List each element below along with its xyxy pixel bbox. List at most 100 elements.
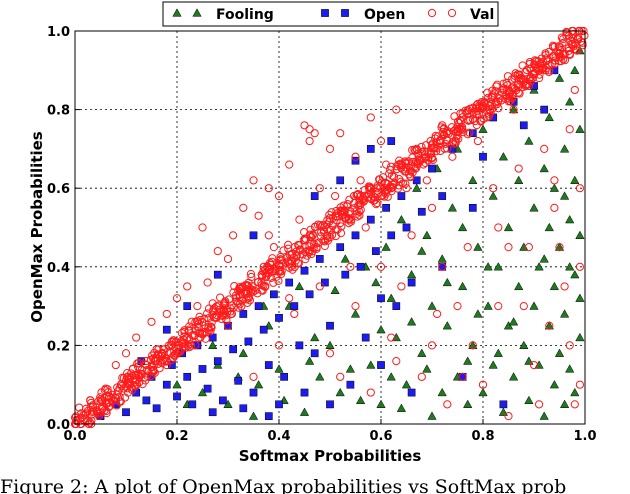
val-band-point: [495, 94, 504, 103]
open-point: [280, 372, 288, 381]
fooling-point: [539, 254, 549, 263]
val-band-point: [526, 77, 535, 86]
val-point: [264, 231, 273, 240]
val-point: [550, 176, 559, 185]
legend-marker-open: [341, 9, 349, 17]
legend-marker-val: [447, 8, 457, 18]
val-band-point: [143, 371, 152, 380]
open-point: [213, 270, 222, 279]
val-band-point: [517, 74, 526, 83]
val-band-point: [295, 241, 304, 250]
val-point: [315, 282, 324, 291]
val-band-point: [141, 376, 150, 385]
fooling-point: [570, 65, 580, 74]
open-point: [173, 392, 181, 401]
open-point: [264, 361, 273, 369]
val-band-point: [277, 269, 286, 279]
val-band-point: [235, 283, 244, 292]
val-band-point: [506, 96, 515, 106]
val-band-point: [364, 182, 373, 191]
val-band-point: [227, 309, 236, 318]
val-band-point: [551, 56, 560, 65]
val-point: [269, 243, 278, 252]
legend-markers: [172, 8, 457, 18]
val-band-point: [508, 92, 517, 101]
fooling-point: [248, 411, 259, 420]
val-band-point: [100, 393, 109, 403]
val-band-point: [230, 281, 239, 291]
fooling-point: [457, 281, 468, 291]
val-point: [249, 176, 258, 185]
val-point: [433, 309, 442, 319]
val-point: [285, 160, 294, 169]
val-point: [305, 125, 314, 134]
val-band-point: [565, 49, 574, 59]
open-point: [361, 333, 370, 342]
fooling-point: [355, 395, 366, 405]
val-band-point: [463, 130, 472, 139]
fooling-point: [386, 372, 396, 381]
val-band-point: [226, 307, 235, 316]
val-point: [223, 321, 233, 330]
val-band-point: [485, 101, 494, 111]
val-band-point: [388, 180, 398, 189]
fooling-point: [437, 254, 447, 263]
val-point: [121, 349, 131, 358]
open-point: [326, 400, 334, 409]
fooling-point: [208, 340, 218, 350]
val-point: [519, 302, 528, 311]
val-band-point: [515, 89, 524, 98]
val-band-point: [123, 388, 133, 397]
val-band-point: [86, 398, 96, 408]
val-band-point: [499, 79, 508, 88]
fooling-point: [463, 356, 473, 365]
legend-box: [162, 1, 499, 27]
val-band-point: [518, 61, 527, 70]
val-point: [223, 254, 233, 264]
fooling-point: [422, 230, 432, 239]
val-band-point: [339, 201, 348, 210]
fooling-point: [575, 230, 585, 239]
val-point: [494, 223, 503, 232]
open-point: [122, 408, 130, 417]
val-band-point: [153, 359, 163, 369]
val-point: [524, 243, 534, 252]
val-band-point: [104, 388, 113, 397]
val-point: [162, 309, 171, 319]
open-point: [372, 247, 380, 255]
val-point: [438, 262, 447, 271]
y-tick-label: 0.8: [47, 104, 70, 119]
val-band-point: [413, 159, 422, 169]
val-band-point: [464, 116, 473, 125]
val-point: [203, 278, 212, 287]
val-point: [575, 184, 585, 193]
fooling-point: [406, 317, 417, 326]
val-band-point: [312, 239, 321, 248]
open-point: [275, 400, 283, 409]
fooling-point: [575, 124, 585, 133]
plot-frame: [74, 30, 586, 425]
open-point: [259, 325, 268, 334]
open-point: [244, 337, 253, 346]
val-point: [356, 176, 365, 185]
val-point: [325, 349, 335, 358]
x-tick-label: 0.0: [63, 429, 86, 444]
val-band-point: [513, 83, 523, 92]
val-point: [514, 164, 523, 173]
val-band-point: [242, 295, 251, 304]
fooling-point: [529, 203, 539, 212]
val-point: [213, 246, 222, 256]
val-band-point: [216, 293, 225, 302]
fooling-point: [325, 340, 335, 350]
open-point: [315, 255, 324, 263]
fooling-point: [376, 324, 386, 334]
open-point: [305, 290, 314, 299]
fooling-point: [493, 262, 503, 271]
val-band-point: [206, 327, 215, 336]
val-point: [249, 372, 258, 381]
fooling-point: [503, 222, 514, 232]
val-band-point: [98, 404, 107, 414]
fooling-point: [463, 399, 473, 408]
val-band-point: [545, 60, 554, 70]
